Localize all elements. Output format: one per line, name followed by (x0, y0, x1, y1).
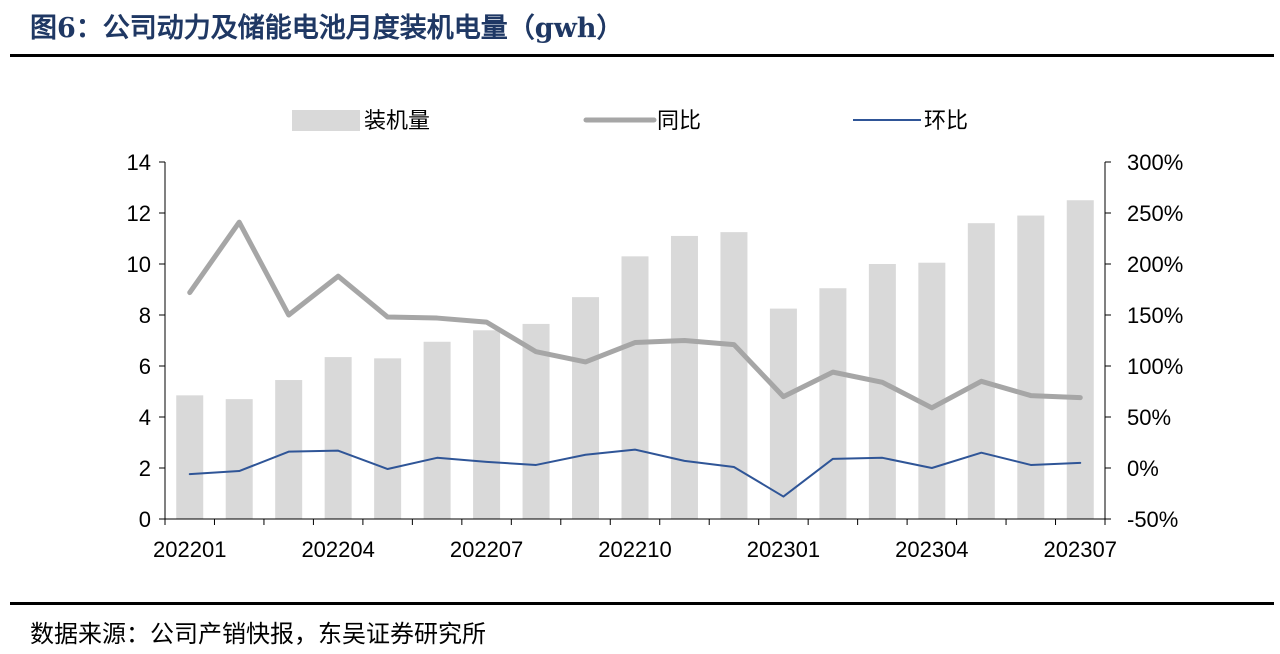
x-tick-label: 202307 (1044, 537, 1117, 562)
bar-202204 (324, 357, 352, 519)
right-tick-label: 200% (1127, 252, 1183, 277)
bar-202205 (374, 358, 402, 519)
x-tick-label: 202304 (895, 537, 968, 562)
bar-202202 (225, 399, 253, 519)
figure-title: 图6：公司动力及储能电池月度装机电量（gwh） (30, 13, 624, 44)
right-tick-label: -50% (1127, 507, 1178, 532)
left-tick-label: 10 (127, 252, 151, 277)
legend-swatch-bar (292, 110, 360, 131)
bar-202201 (176, 395, 204, 519)
bar-202211 (670, 235, 698, 519)
right-tick-label: 150% (1127, 303, 1183, 328)
x-tick-label: 202207 (450, 537, 523, 562)
left-tick-label: 6 (139, 354, 151, 379)
bar-202305 (967, 223, 995, 519)
bar-202203 (275, 380, 303, 519)
bottom-rule (10, 602, 1274, 605)
legend: 装机量 同比 环比 (292, 108, 968, 133)
bar-202304 (918, 262, 946, 519)
left-tick-label: 2 (139, 456, 151, 481)
bar-202303 (868, 264, 896, 519)
bar-202210 (621, 256, 649, 519)
bar-202302 (819, 288, 847, 519)
bar-202301 (769, 308, 797, 519)
bar-series (176, 200, 1094, 520)
right-tick-label: 0% (1127, 456, 1159, 481)
x-tick-label: 202301 (747, 537, 820, 562)
legend-label-mom: 环比 (924, 108, 968, 133)
x-tick-label: 202210 (598, 537, 671, 562)
axes (159, 161, 1111, 525)
left-tick-label: 8 (139, 303, 151, 328)
right-tick-label: 250% (1127, 201, 1183, 226)
right-tick-label: 300% (1127, 150, 1183, 175)
right-tick-label: 100% (1127, 354, 1183, 379)
bar-202209 (572, 297, 600, 519)
top-rule (10, 54, 1274, 57)
left-tick-label: 12 (127, 201, 151, 226)
x-tick-label: 202201 (153, 537, 226, 562)
legend-label-yoy: 同比 (657, 108, 701, 133)
mom-line (188, 448, 1082, 498)
left-tick-label: 0 (139, 507, 151, 532)
source-note: 数据来源：公司产销快报，东吴证券研究所 (30, 620, 486, 648)
bar-202207 (473, 330, 501, 519)
bar-202307 (1066, 200, 1094, 519)
legend-label-bar: 装机量 (364, 108, 430, 133)
left-tick-label: 4 (139, 405, 151, 430)
yoy-line (187, 219, 1083, 411)
bar-202212 (720, 232, 748, 519)
left-tick-label: 14 (127, 150, 151, 175)
bar-202306 (1017, 215, 1045, 520)
line-series (187, 219, 1083, 498)
chart: 装机量 同比 环比 0 2 4 6 8 10 12 14 -50% 0% 50% 100% 150% 200%… (127, 108, 1184, 562)
x-tick-label: 202204 (301, 537, 374, 562)
bar-202208 (522, 323, 550, 519)
right-tick-label: 50% (1127, 405, 1171, 430)
tick-labels: 0 2 4 6 8 10 12 14 -50% 0% 50% 100% 150% 200% 250% 300%… (127, 150, 1184, 562)
bar-202206 (423, 341, 451, 519)
